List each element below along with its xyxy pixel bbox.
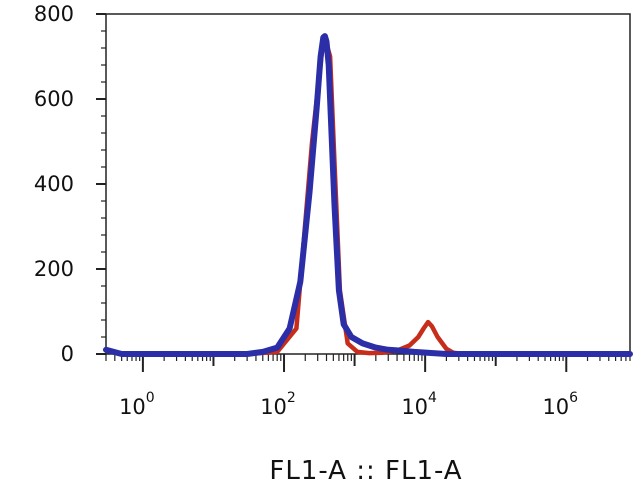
- y-tick-label: 0: [61, 342, 74, 366]
- series-layer: [103, 33, 633, 357]
- y-tick-label: 400: [34, 172, 74, 196]
- plot-frame: [105, 13, 631, 355]
- series-line-2: [103, 33, 633, 357]
- x-axis-label: FL1-A :: FL1-A: [269, 456, 462, 486]
- y-axis: 0 200 400 600 800: [34, 2, 106, 366]
- y-tick-label: 200: [34, 257, 74, 281]
- x-tick-label: 106: [542, 390, 578, 419]
- x-tick-label: 102: [260, 390, 296, 419]
- x-tick-label: 104: [401, 390, 437, 419]
- y-tick-label: 800: [34, 2, 74, 26]
- x-tick-label: 100: [119, 390, 155, 419]
- y-tick-label: 600: [34, 87, 74, 111]
- x-axis: 100 102 104 106: [105, 354, 631, 419]
